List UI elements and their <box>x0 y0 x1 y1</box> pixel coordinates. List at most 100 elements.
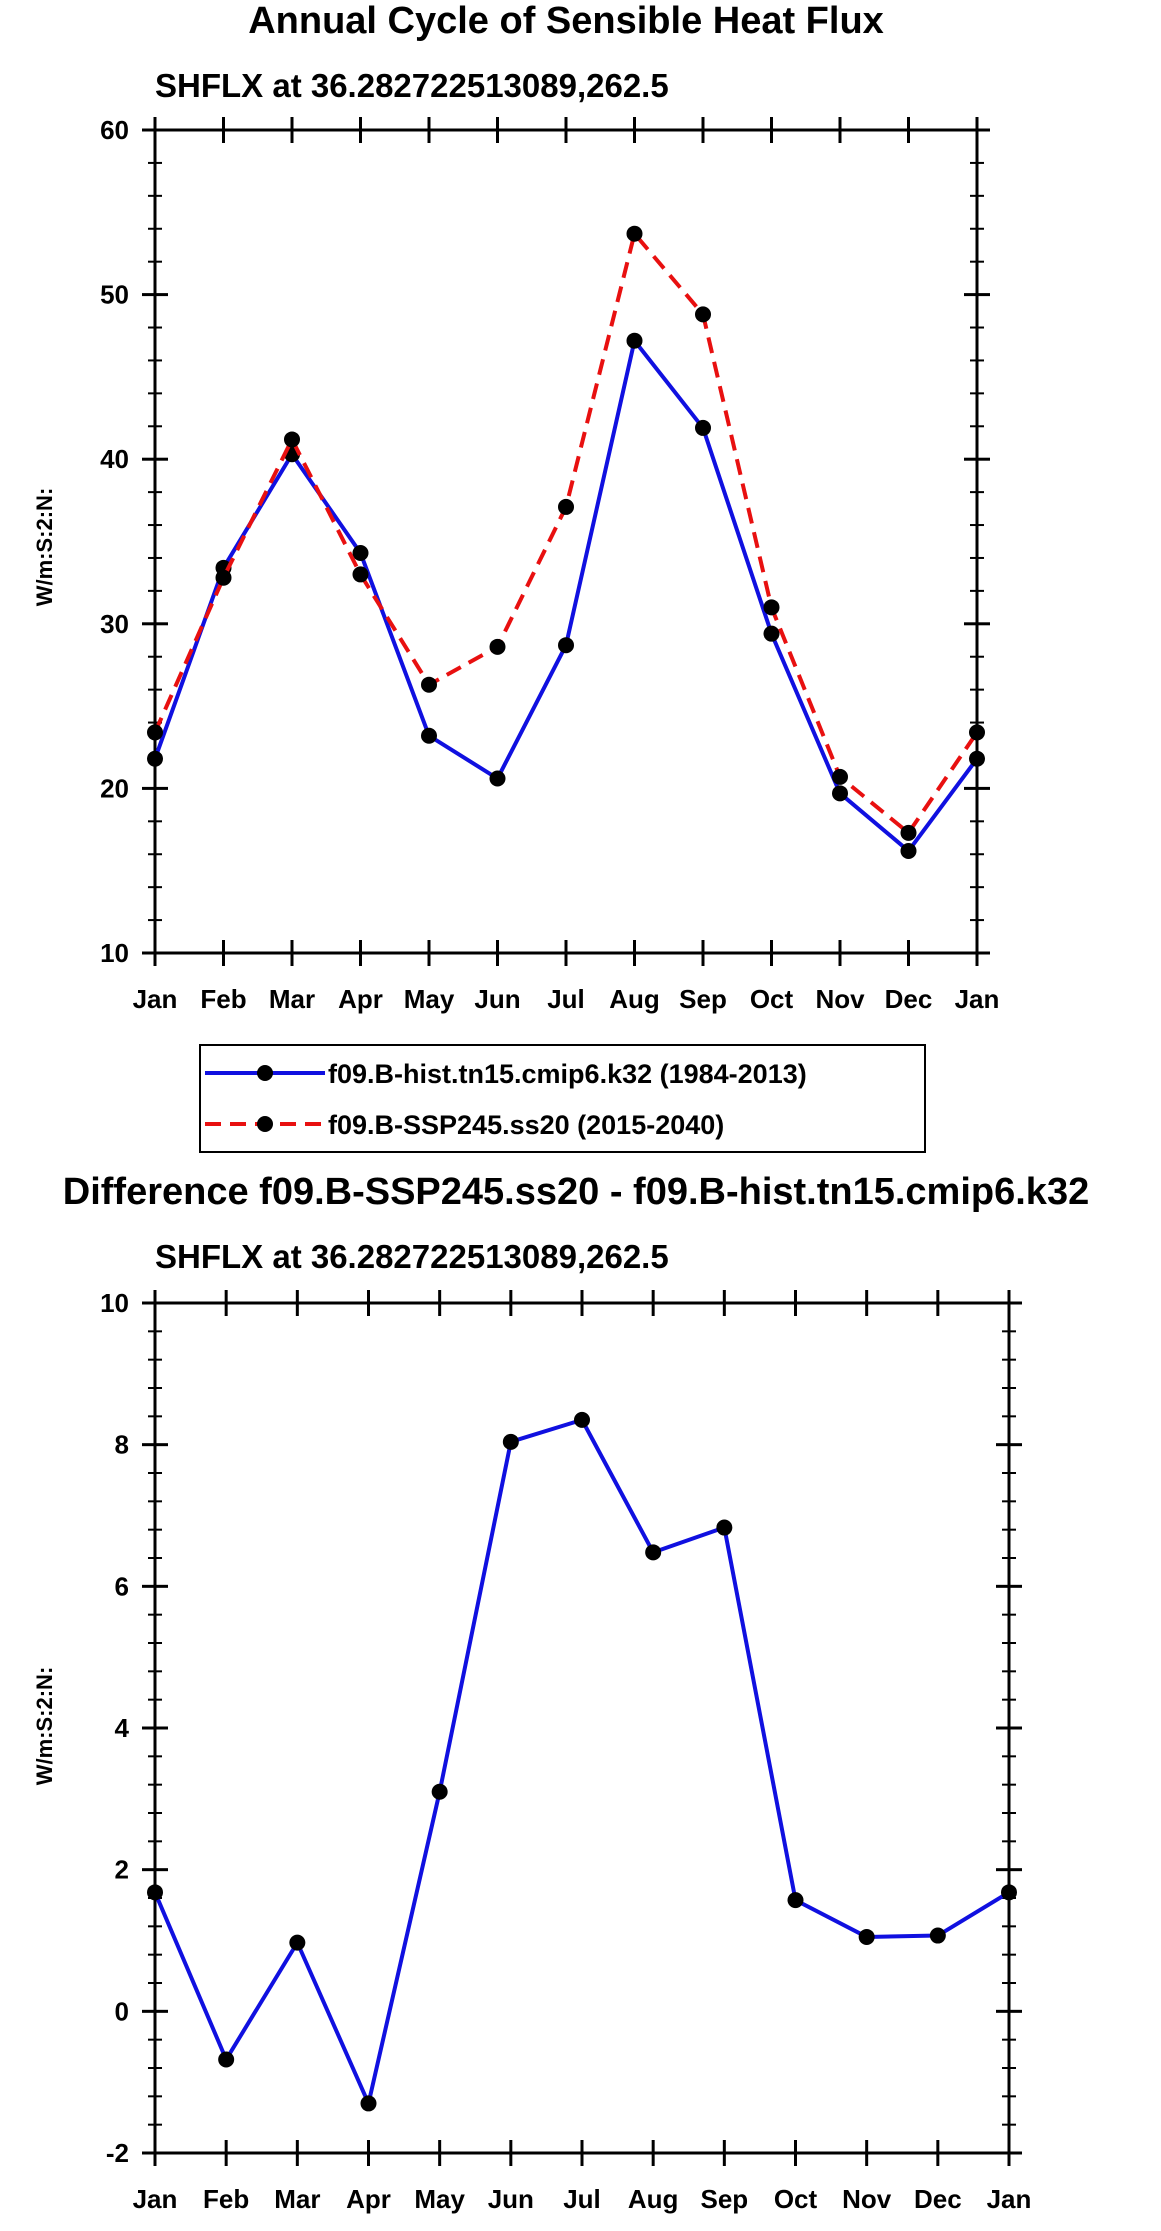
chart-top-plot-area: 10 20 30 40 50 60 Jan Feb Mar Apr May Jun Jul Aug Sep O… <box>100 115 999 1014</box>
chart-top-xtick-label: Nov <box>815 984 865 1014</box>
chart-top-series-0-point <box>626 332 643 349</box>
chart-bottom-ytick-label: 10 <box>100 1288 129 1318</box>
chart-bottom-xtick-label: Dec <box>914 2184 962 2214</box>
chart-top-title: Annual Cycle of Sensible Heat Flux <box>248 0 884 42</box>
chart-top-subtitle: SHFLX at 36.282722513089,262.5 <box>155 67 669 104</box>
chart-bottom-series-0-point <box>289 1934 306 1951</box>
chart-top-xtick-label: Apr <box>338 984 383 1014</box>
chart-bottom-ytick-label: 8 <box>115 1430 129 1460</box>
chart-bottom-difference: Difference f09.B-SSP245.ss20 - f09.B-his… <box>32 1171 1089 2214</box>
chart-bottom-series-0-point <box>147 1884 163 1901</box>
chart-top-ytick-label: 10 <box>100 938 129 968</box>
chart-top-series-0-point <box>147 750 163 767</box>
chart-top-frame <box>153 128 979 955</box>
chart-top-series-0-point <box>695 419 711 436</box>
chart-top-ytick-label: 20 <box>100 773 129 803</box>
chart-top-series-1-point <box>900 824 917 841</box>
legend-label-hist: f09.B-hist.tn15.cmip6.k32 (1984-2013) <box>328 1059 807 1089</box>
chart-bottom-series-0-point <box>645 1544 662 1561</box>
chart-bottom-xtick-label: Feb <box>203 2184 249 2214</box>
chart-top-series-1-line <box>153 231 979 835</box>
chart-top-series-1-point <box>147 724 163 741</box>
chart-top-xtick-label: Oct <box>750 984 794 1014</box>
chart-top-series-1-point <box>284 431 300 448</box>
chart-bottom-series-0-point <box>574 1411 590 1428</box>
chart-bottom-xtick-label: Sep <box>700 2184 748 2214</box>
chart-top-series-1-point <box>969 724 985 741</box>
chart-bottom-xtick-label: Jan <box>133 2184 178 2214</box>
chart-bottom-series-0-point <box>858 1928 875 1945</box>
legend-marker-hist <box>257 1065 273 1081</box>
chart-bottom-xtick-label: Jun <box>488 2184 534 2214</box>
chart-bottom-title: Difference f09.B-SSP245.ss20 - f09.B-his… <box>63 1171 1089 1213</box>
chart-bottom-series-0-point <box>360 2095 377 2112</box>
chart-bottom-series-0-point <box>929 1927 946 1944</box>
legend-item-ssp245: f09.B-SSP245.ss20 (2015-2040) <box>205 1110 724 1140</box>
chart-top-series-0-line <box>153 338 979 853</box>
legend-label-ssp245: f09.B-SSP245.ss20 (2015-2040) <box>328 1110 724 1140</box>
chart-bottom-xtick-label: Mar <box>274 2184 320 2214</box>
chart-bottom-series-0-point <box>787 1892 804 1909</box>
chart-top-ytick-label: 30 <box>100 609 129 639</box>
chart-bottom-plot-area: -2 0 2 4 6 8 10 Jan Feb Mar Apr May Jun Jul Aug Sep Oct N… <box>100 1288 1031 2214</box>
chart-top-series-1-point <box>832 768 848 785</box>
chart-bottom-xtick-label: Jan <box>987 2184 1032 2214</box>
chart-bottom-xtick-label: Oct <box>774 2184 818 2214</box>
chart-top-series-1-point <box>489 638 506 655</box>
chart-top-ytick-label: 40 <box>100 444 129 474</box>
chart-top-series-1-point <box>695 306 711 323</box>
chart-top-xtick-label: Jan <box>133 984 178 1014</box>
chart-bottom-subtitle: SHFLX at 36.282722513089,262.5 <box>155 1238 669 1275</box>
chart-top-xtick-label: Sep <box>679 984 727 1014</box>
chart-bottom-series-0-point <box>431 1783 448 1800</box>
chart-top-ylabel: W/m:S:2:N: <box>32 488 57 607</box>
chart-top-series-1-point <box>763 599 780 616</box>
chart-top-series-1-point <box>421 676 437 693</box>
chart-bottom-series-0-point <box>218 2051 235 2068</box>
chart-top-xtick-label: Jan <box>955 984 1000 1014</box>
chart-bottom-xtick-label: Nov <box>842 2184 892 2214</box>
chart-top-xtick-label: May <box>404 984 455 1014</box>
chart-bottom-ytick-label: -2 <box>106 2138 129 2168</box>
chart-top-series-1-point <box>558 498 574 515</box>
chart-bottom-xtick-label: May <box>414 2184 465 2214</box>
chart-bottom-series-0-point <box>716 1519 733 1536</box>
chart-top-series-0-point <box>763 625 780 642</box>
chart-top-series-0-point <box>489 770 506 787</box>
chart-top-xtick-label: Mar <box>269 984 315 1014</box>
chart-top-ytick-label: 60 <box>100 115 129 145</box>
chart-top-ytick-label: 50 <box>100 280 129 310</box>
chart-bottom-xtick-label: Jul <box>563 2184 601 2214</box>
legend-item-hist: f09.B-hist.tn15.cmip6.k32 (1984-2013) <box>205 1059 807 1089</box>
chart-top-series-0-point <box>900 842 917 859</box>
legend-box <box>199 1044 926 1153</box>
chart-bottom-ytick-label: 0 <box>115 1996 129 2026</box>
chart-top-series-0-point <box>558 637 574 654</box>
chart-top-legend: f09.B-hist.tn15.cmip6.k32 (1984-2013) f0… <box>199 1044 926 1153</box>
chart-top-xtick-label: Jun <box>474 984 520 1014</box>
chart-bottom-xtick-label: Aug <box>628 2184 679 2214</box>
chart-bottom-xtick-label: Apr <box>346 2184 391 2214</box>
chart-top-series-1-point <box>215 569 232 586</box>
chart-bottom-frame <box>153 1301 1011 2155</box>
chart-bottom-ylabel: W/m:S:2:N: <box>32 1667 57 1786</box>
chart-top-series-0-point <box>421 727 437 744</box>
chart-top-series-0-point <box>969 750 985 767</box>
chart-bottom-series-0-point <box>1001 1884 1017 1901</box>
chart-top-xtick-label: Dec <box>885 984 933 1014</box>
legend-marker-ssp245 <box>257 1116 273 1132</box>
chart-top-series-1-point <box>352 566 369 583</box>
chart-top-annual-cycle: Annual Cycle of Sensible Heat Flux SHFLX… <box>32 0 999 1014</box>
chart-bottom-ytick-label: 4 <box>115 1713 130 1743</box>
chart-bottom-ytick-label: 2 <box>115 1855 129 1885</box>
chart-top-series-1-point <box>626 225 643 242</box>
chart-top-xtick-label: Feb <box>200 984 246 1014</box>
chart-bottom-series-0-point <box>502 1433 519 1450</box>
chart-top-xtick-label: Jul <box>547 984 585 1014</box>
chart-top-series-0-point <box>832 785 848 802</box>
chart-bottom-ytick-label: 6 <box>115 1571 129 1601</box>
chart-bottom-series-0-line <box>153 1417 1011 2106</box>
chart-top-xtick-label: Aug <box>609 984 660 1014</box>
chart-top-series-0-point <box>352 545 369 562</box>
